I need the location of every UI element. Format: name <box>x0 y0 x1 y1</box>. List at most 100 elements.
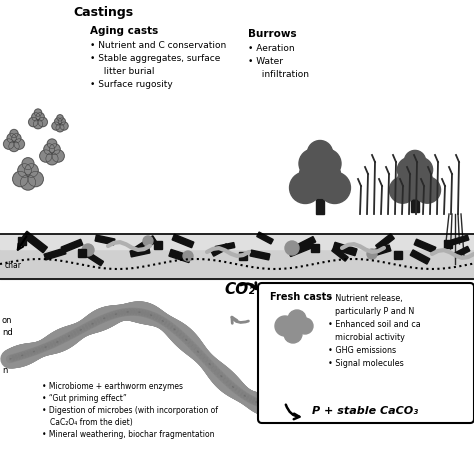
Circle shape <box>38 118 47 127</box>
Bar <box>376 234 394 250</box>
Bar <box>172 234 194 248</box>
Bar <box>250 250 270 260</box>
Bar <box>332 247 348 261</box>
Text: • Nutrient release,: • Nutrient release, <box>328 294 402 303</box>
Text: nd: nd <box>2 328 13 337</box>
Circle shape <box>13 171 28 187</box>
Circle shape <box>55 118 62 125</box>
Text: char: char <box>5 261 22 270</box>
Circle shape <box>299 156 341 198</box>
Bar <box>23 231 47 253</box>
Polygon shape <box>0 234 474 279</box>
Circle shape <box>285 241 299 255</box>
Circle shape <box>28 118 38 127</box>
Circle shape <box>60 122 68 130</box>
Circle shape <box>7 134 16 143</box>
Circle shape <box>390 177 416 203</box>
Text: • Surface rugosity: • Surface rugosity <box>90 80 173 89</box>
Circle shape <box>47 139 57 148</box>
Bar <box>0 279 474 474</box>
Bar <box>311 244 319 252</box>
Text: CO₂: CO₂ <box>225 282 255 297</box>
Bar <box>414 239 436 253</box>
Text: infiltration: infiltration <box>256 70 309 79</box>
Circle shape <box>183 251 193 261</box>
Text: • Stable aggregates, surface: • Stable aggregates, surface <box>90 54 220 63</box>
Circle shape <box>10 129 18 137</box>
Text: • GHG emissions: • GHG emissions <box>328 346 396 355</box>
Circle shape <box>9 141 19 152</box>
Text: microbial activity: microbial activity <box>335 333 405 342</box>
Bar <box>294 237 316 251</box>
Text: • “Gut priming effect”: • “Gut priming effect” <box>42 394 127 403</box>
Bar <box>239 252 247 260</box>
Circle shape <box>408 157 433 182</box>
Bar <box>169 249 191 263</box>
Circle shape <box>308 140 333 166</box>
Circle shape <box>297 318 313 334</box>
Bar <box>130 247 150 257</box>
Circle shape <box>58 118 65 125</box>
Bar <box>411 186 419 212</box>
Bar <box>444 240 452 248</box>
Circle shape <box>414 177 440 203</box>
Polygon shape <box>0 234 474 249</box>
Circle shape <box>36 113 44 121</box>
Circle shape <box>4 139 14 149</box>
Bar <box>410 250 430 264</box>
Bar <box>369 245 391 257</box>
Circle shape <box>404 150 426 172</box>
Text: on: on <box>2 316 12 325</box>
Bar <box>215 243 235 251</box>
Circle shape <box>40 150 52 162</box>
Text: • Enhanced soil and ca: • Enhanced soil and ca <box>328 320 421 329</box>
Text: • Digestion of microbes (with incorporation of: • Digestion of microbes (with incorporat… <box>42 406 218 415</box>
Circle shape <box>275 316 295 336</box>
FancyBboxPatch shape <box>258 283 474 423</box>
Circle shape <box>319 172 350 203</box>
Circle shape <box>52 122 60 130</box>
Circle shape <box>49 144 60 155</box>
Bar <box>394 251 402 259</box>
Bar <box>316 182 324 214</box>
Text: n: n <box>2 366 8 375</box>
Circle shape <box>57 115 63 121</box>
Circle shape <box>143 236 153 246</box>
Text: Fresh casts: Fresh casts <box>270 292 332 302</box>
Bar <box>257 232 273 244</box>
Text: CaC₂O₄ from the diet): CaC₂O₄ from the diet) <box>50 418 133 427</box>
Circle shape <box>284 325 302 343</box>
Bar <box>95 235 115 245</box>
Text: Aging casts: Aging casts <box>90 26 158 36</box>
Bar <box>78 249 86 257</box>
Text: Burrows: Burrows <box>248 29 297 39</box>
Circle shape <box>397 157 422 182</box>
Circle shape <box>34 109 42 116</box>
Bar <box>451 235 469 245</box>
Circle shape <box>25 164 38 177</box>
Text: Castings: Castings <box>73 6 133 19</box>
Text: • Nutrient and C conservation: • Nutrient and C conservation <box>90 41 226 50</box>
Circle shape <box>14 139 25 149</box>
Circle shape <box>12 134 21 143</box>
Circle shape <box>397 164 433 199</box>
Circle shape <box>299 149 328 178</box>
Bar <box>87 252 103 266</box>
Text: • Water: • Water <box>248 57 283 66</box>
Bar <box>333 242 357 255</box>
Circle shape <box>82 244 94 256</box>
Text: • Microbiome + earthworm enzymes: • Microbiome + earthworm enzymes <box>42 382 183 391</box>
Circle shape <box>28 171 43 187</box>
Circle shape <box>56 124 64 132</box>
Bar <box>211 244 228 256</box>
Bar <box>154 241 162 249</box>
Circle shape <box>22 158 34 170</box>
Bar <box>134 236 156 254</box>
Circle shape <box>52 150 64 162</box>
Text: • Signal molecules: • Signal molecules <box>328 359 404 368</box>
Bar <box>18 237 26 245</box>
Circle shape <box>311 149 341 178</box>
Circle shape <box>32 113 40 121</box>
Circle shape <box>288 310 306 328</box>
Circle shape <box>367 249 377 259</box>
